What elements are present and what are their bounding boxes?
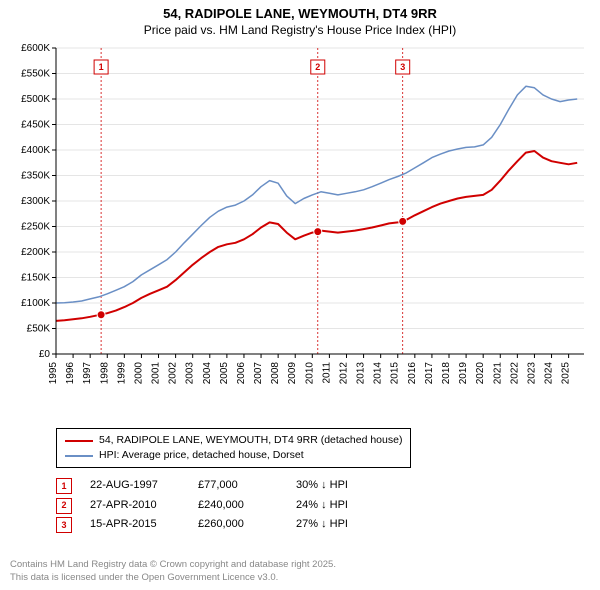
sale-delta: 27% ↓ HPI bbox=[296, 515, 386, 535]
sale-price: £77,000 bbox=[198, 476, 278, 496]
legend-swatch-hpi bbox=[65, 455, 93, 457]
sale-date: 27-APR-2010 bbox=[90, 496, 180, 516]
svg-text:1998: 1998 bbox=[99, 362, 110, 385]
sale-row: 3 15-APR-2015 £260,000 27% ↓ HPI bbox=[56, 515, 590, 535]
svg-text:2023: 2023 bbox=[526, 362, 537, 385]
svg-text:2016: 2016 bbox=[407, 362, 418, 385]
svg-text:1997: 1997 bbox=[82, 362, 93, 385]
svg-text:2013: 2013 bbox=[356, 362, 367, 385]
svg-text:1996: 1996 bbox=[65, 362, 76, 385]
svg-text:2017: 2017 bbox=[424, 362, 435, 385]
svg-text:2025: 2025 bbox=[561, 362, 572, 385]
svg-text:£50K: £50K bbox=[27, 324, 51, 335]
svg-text:2000: 2000 bbox=[133, 362, 144, 385]
svg-text:2007: 2007 bbox=[253, 362, 264, 385]
svg-text:2012: 2012 bbox=[338, 362, 349, 385]
svg-text:£150K: £150K bbox=[21, 273, 50, 284]
svg-text:2002: 2002 bbox=[168, 362, 179, 385]
svg-text:2021: 2021 bbox=[492, 362, 503, 385]
svg-text:2: 2 bbox=[315, 62, 320, 72]
chart: £0 £50K £100K £150K £200K £250K £300K £350K £400… bbox=[10, 42, 590, 422]
chart-title: 54, RADIPOLE LANE, WEYMOUTH, DT4 9RR bbox=[10, 6, 590, 23]
svg-text:2006: 2006 bbox=[236, 362, 247, 385]
sale-delta: 24% ↓ HPI bbox=[296, 496, 386, 516]
svg-text:2005: 2005 bbox=[219, 362, 230, 385]
svg-text:2010: 2010 bbox=[304, 362, 315, 385]
svg-text:£550K: £550K bbox=[21, 69, 50, 80]
svg-text:£450K: £450K bbox=[21, 120, 50, 131]
sale-row: 2 27-APR-2010 £240,000 24% ↓ HPI bbox=[56, 496, 590, 516]
legend: 54, RADIPOLE LANE, WEYMOUTH, DT4 9RR (de… bbox=[56, 428, 411, 467]
legend-swatch-price bbox=[65, 440, 93, 442]
sale-marker-icon: 1 bbox=[56, 478, 72, 494]
svg-text:£100K: £100K bbox=[21, 298, 50, 309]
legend-label: HPI: Average price, detached house, Dors… bbox=[99, 448, 304, 463]
svg-text:2008: 2008 bbox=[270, 362, 281, 385]
sale-price: £240,000 bbox=[198, 496, 278, 516]
svg-text:2004: 2004 bbox=[202, 362, 213, 385]
footer-line: This data is licensed under the Open Gov… bbox=[10, 572, 336, 584]
svg-text:1999: 1999 bbox=[116, 362, 127, 385]
svg-text:2022: 2022 bbox=[509, 362, 520, 385]
sale-marker-icon: 2 bbox=[56, 498, 72, 514]
svg-text:2009: 2009 bbox=[287, 362, 298, 385]
chart-subtitle: Price paid vs. HM Land Registry's House … bbox=[10, 23, 590, 39]
sale-delta: 30% ↓ HPI bbox=[296, 476, 386, 496]
svg-text:2011: 2011 bbox=[321, 362, 332, 384]
sales-table: 1 22-AUG-1997 £77,000 30% ↓ HPI 2 27-APR… bbox=[56, 476, 590, 535]
svg-text:£350K: £350K bbox=[21, 171, 50, 182]
svg-text:£500K: £500K bbox=[21, 94, 50, 105]
svg-text:2001: 2001 bbox=[151, 362, 162, 385]
legend-label: 54, RADIPOLE LANE, WEYMOUTH, DT4 9RR (de… bbox=[99, 433, 402, 448]
sale-price: £260,000 bbox=[198, 515, 278, 535]
sale-row: 1 22-AUG-1997 £77,000 30% ↓ HPI bbox=[56, 476, 590, 496]
svg-text:2015: 2015 bbox=[390, 362, 401, 385]
svg-text:2018: 2018 bbox=[441, 362, 452, 385]
svg-text:2019: 2019 bbox=[458, 362, 469, 385]
svg-text:3: 3 bbox=[400, 62, 405, 72]
svg-text:£250K: £250K bbox=[21, 222, 50, 233]
svg-text:2020: 2020 bbox=[475, 362, 486, 385]
svg-text:£0: £0 bbox=[39, 349, 51, 360]
attribution-footer: Contains HM Land Registry data © Crown c… bbox=[10, 559, 336, 584]
legend-row: 54, RADIPOLE LANE, WEYMOUTH, DT4 9RR (de… bbox=[65, 433, 402, 448]
sale-marker-icon: 3 bbox=[56, 517, 72, 533]
svg-text:1995: 1995 bbox=[48, 362, 59, 385]
sale-date: 22-AUG-1997 bbox=[90, 476, 180, 496]
svg-text:£600K: £600K bbox=[21, 43, 50, 54]
svg-text:£200K: £200K bbox=[21, 247, 50, 258]
svg-text:2003: 2003 bbox=[185, 362, 196, 385]
footer-line: Contains HM Land Registry data © Crown c… bbox=[10, 559, 336, 571]
svg-text:1: 1 bbox=[99, 62, 104, 72]
svg-text:£400K: £400K bbox=[21, 145, 50, 156]
sale-date: 15-APR-2015 bbox=[90, 515, 180, 535]
svg-text:2014: 2014 bbox=[373, 362, 384, 385]
chart-svg: £0 £50K £100K £150K £200K £250K £300K £350K £400… bbox=[10, 42, 590, 422]
legend-row: HPI: Average price, detached house, Dors… bbox=[65, 448, 402, 463]
svg-text:2024: 2024 bbox=[544, 362, 555, 385]
svg-text:£300K: £300K bbox=[21, 196, 50, 207]
